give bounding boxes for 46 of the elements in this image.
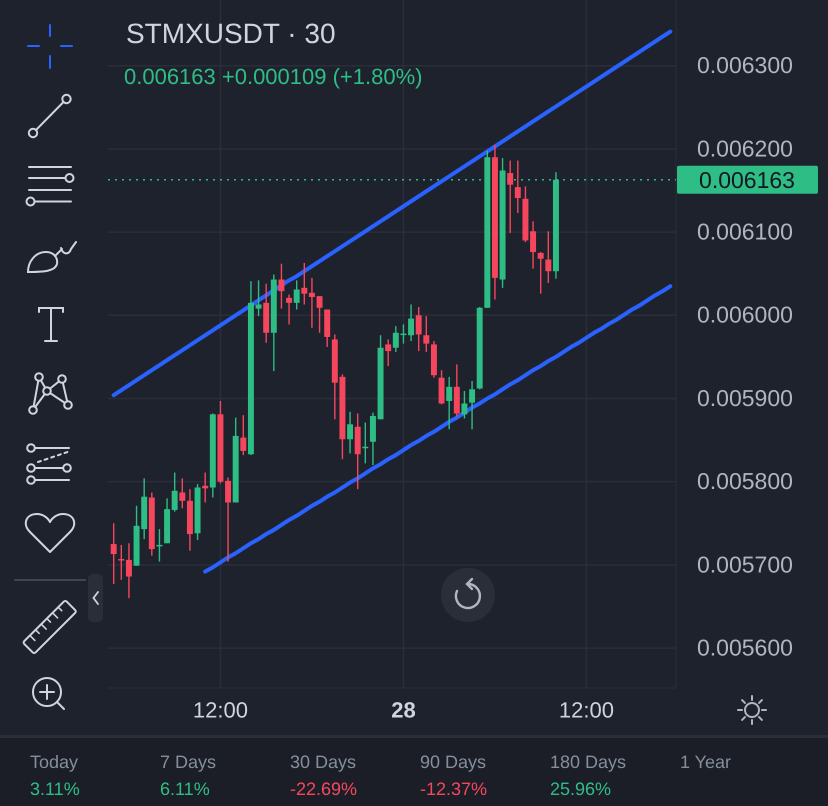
text: 6.11% [160,779,210,799]
text: 180 Days [550,752,626,772]
candlestick [385,338,392,367]
y-tick-label: 0.005800 [697,468,793,494]
y-tick-label: 0.005600 [697,634,793,660]
candlestick [446,376,452,430]
text: Today [30,752,78,772]
candlestick [423,315,430,353]
candlestick [362,422,368,464]
text: 25.96% [550,779,612,799]
text: 0.006163 +0.000109 (+1.80%) [124,64,422,89]
candlestick [286,294,292,326]
candlestick [416,306,422,352]
candlestick [545,230,552,284]
candlestick [538,251,544,294]
candlestick [202,472,208,504]
y-tick-label: 0.006100 [697,218,793,244]
text: -22.69% [290,779,358,799]
y-tick-label: 0.006200 [697,135,793,162]
text: 30 Days [290,752,356,772]
y-tick-label: 0.005700 [697,551,793,578]
candlestick [347,411,354,454]
text: 7 Days [160,752,216,772]
text: 3.11% [30,779,80,799]
candlestick [278,263,284,310]
x-tick-label: 12:00 [558,698,614,723]
text: STMXUSDT · 30 [126,18,336,49]
text: 1 Year [680,752,732,772]
y-tick-label: 0.005900 [697,384,793,411]
candlestick [179,478,186,510]
candlestick [461,390,468,420]
candlestick [514,160,521,214]
ref-line-label: 0.006163 [699,166,795,193]
x-tick-label: 12:00 [192,698,248,723]
candlestick [240,414,246,456]
candlestick [294,280,300,310]
x-tick-label: 28 [391,698,416,723]
candlestick [110,522,117,585]
candlestick [507,160,514,234]
y-tick-label: 0.006000 [697,302,793,328]
text: 90 Days [420,752,486,772]
text: -12.37% [420,779,488,799]
line-series [203,284,672,574]
candlestick [156,528,162,562]
candlestick [469,380,476,430]
y-tick-label: 0.006300 [697,52,793,78]
